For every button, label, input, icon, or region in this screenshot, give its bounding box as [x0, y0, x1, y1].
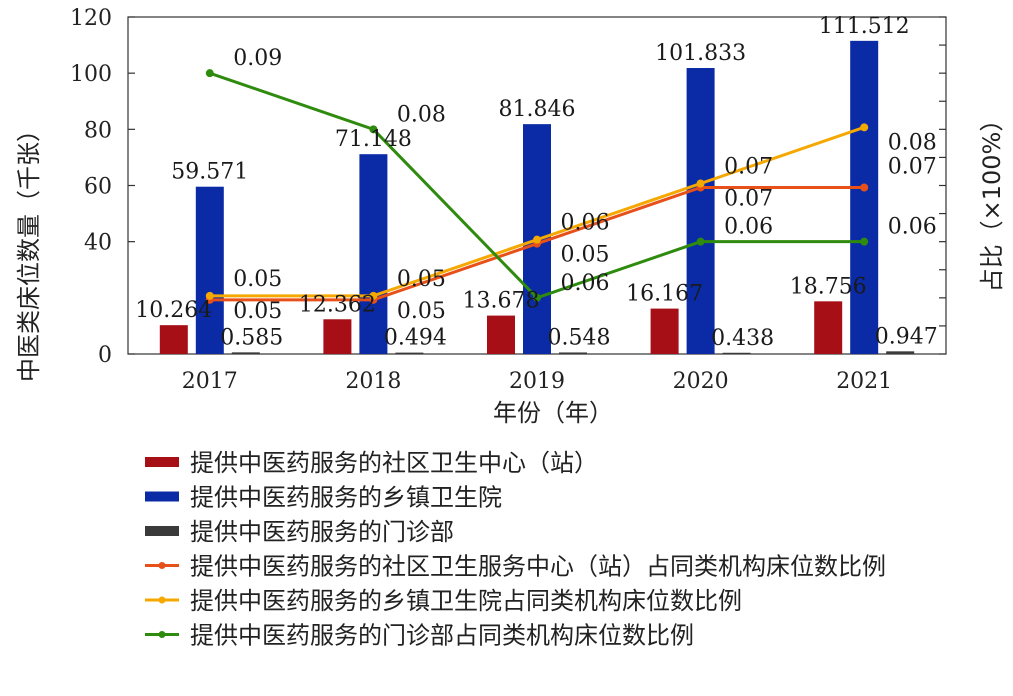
line-data-label: 0.06	[888, 215, 937, 240]
x-tick-label: 2019	[509, 369, 565, 394]
y-tick-label: 120	[70, 6, 112, 31]
bar	[395, 352, 424, 355]
bar-data-label: 111.512	[819, 14, 910, 39]
line-point	[860, 183, 869, 192]
bar-data-label: 13.678	[463, 289, 540, 314]
y-tick-label: 40	[84, 231, 112, 256]
x-axis-title: 年份（年）	[493, 399, 613, 427]
line-point	[205, 69, 214, 78]
line-point	[860, 123, 869, 132]
bar	[850, 40, 879, 355]
line-data-label: 0.06	[561, 271, 610, 296]
axes: 0 40 60 80 100 120 2017 2018 2019 2020 2021	[70, 6, 947, 394]
y2-axis-title: 占比（×100%）	[978, 108, 1006, 293]
line-data-label: 0.06	[724, 215, 773, 240]
line-data-label: 0.06	[561, 211, 610, 236]
line-data-label: 0.08	[888, 130, 937, 155]
line-data-label: 0.07	[724, 187, 773, 212]
bar	[359, 154, 388, 354]
bar-data-label: 0.548	[548, 325, 611, 350]
line-data-label: 0.05	[233, 267, 282, 292]
bar-data-label: 16.167	[626, 282, 703, 307]
bar	[559, 352, 587, 354]
legend-label: 提供中医药服务的门诊部	[190, 518, 454, 546]
line-point	[533, 235, 541, 244]
legend-swatch	[145, 491, 179, 502]
bar-data-label: 18.756	[790, 274, 867, 299]
line-data-label: 0.09	[233, 46, 282, 71]
bar	[231, 352, 260, 354]
x-tick-label: 2020	[673, 369, 729, 394]
legend-marker	[158, 596, 166, 604]
bar	[195, 186, 224, 354]
bar-data-label: 71.148	[335, 127, 412, 152]
bar	[686, 68, 715, 355]
y-axis-title: 中医类床位数量（千张）	[15, 118, 43, 382]
bar	[650, 308, 679, 354]
bar-data-label: 0.947	[875, 324, 938, 349]
bar	[323, 319, 352, 354]
bar-data-label: 0.494	[384, 326, 447, 351]
line-data-label: 0.05	[397, 267, 446, 292]
bar-data-label: 101.833	[655, 41, 746, 66]
line-data-label: 0.07	[724, 155, 773, 180]
bar	[722, 352, 751, 355]
legend-label: 提供中医药服务的乡镇卫生院	[190, 484, 502, 512]
line-data-label: 0.07	[888, 155, 937, 180]
legend-label: 提供中医药服务的社区卫生中心（站）	[190, 449, 598, 477]
legend-label: 提供中医药服务的社区卫生服务中心（站）占同类机构床位数比例	[190, 553, 886, 581]
legend-label: 提供中医药服务的乡镇卫生院占同类机构床位数比例	[190, 587, 742, 615]
line-point	[696, 179, 705, 188]
legend: 提供中医药服务的社区卫生中心（站）提供中医药服务的乡镇卫生院提供中医药服务的门诊…	[145, 449, 886, 650]
bar-data-label: 10.264	[135, 298, 212, 323]
y-tick-label: 0	[98, 343, 112, 368]
line-data-label: 0.05	[397, 299, 446, 324]
x-tick-label: 2017	[182, 369, 238, 394]
line-point	[369, 125, 378, 134]
legend-label: 提供中医药服务的门诊部占同类机构床位数比例	[190, 622, 694, 650]
bar-data-label: 59.571	[171, 160, 248, 185]
line-data-label: 0.05	[561, 243, 610, 268]
y-tick-label: 100	[70, 62, 112, 87]
bar-data-label: 0.438	[711, 326, 774, 351]
legend-swatch	[145, 457, 179, 467]
bar	[487, 315, 515, 354]
line-point	[205, 291, 214, 300]
line-data-label: 0.08	[397, 102, 446, 127]
legend-swatch	[145, 526, 179, 536]
bar-data-label: 0.585	[220, 325, 283, 350]
line-point	[533, 293, 541, 302]
line-point	[369, 291, 378, 300]
data-labels: 10.264 12.362 13.678 16.167 18.756 59.571 71.1…	[135, 14, 937, 351]
y-tick-label: 60	[84, 175, 112, 200]
bar	[886, 351, 915, 354]
lines	[205, 69, 869, 304]
x-tick-label: 2021	[836, 369, 892, 394]
y-tick-label: 80	[84, 118, 112, 143]
line-point	[696, 237, 705, 246]
line-point	[860, 237, 869, 246]
bar-data-label: 12.362	[299, 292, 376, 317]
x-tick-label: 2018	[345, 369, 401, 394]
bar-data-label: 81.846	[499, 97, 576, 122]
bar	[814, 301, 843, 354]
line-data-label: 0.05	[233, 299, 282, 324]
legend-marker	[158, 562, 166, 569]
legend-marker	[158, 631, 166, 638]
bar	[159, 325, 188, 354]
bars	[159, 40, 915, 355]
